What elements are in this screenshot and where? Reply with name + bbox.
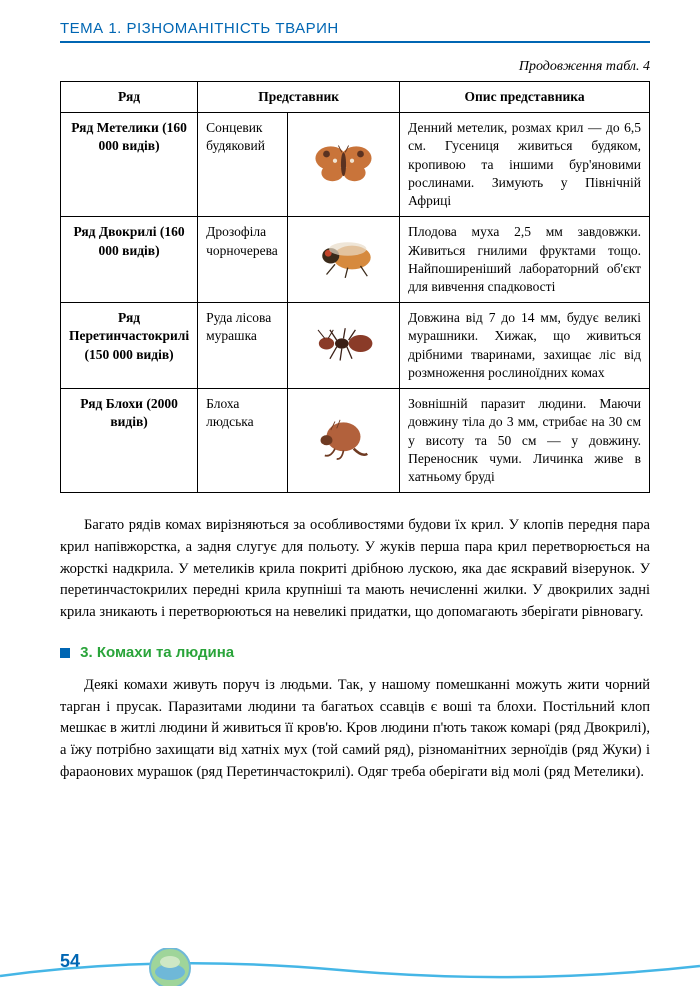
page-content: ТЕМА 1. РІЗНОМАНІТНІСТЬ ТВАРИН Продовжен… [0, 0, 700, 834]
flea-icon [301, 411, 386, 466]
th-rep: Представник [198, 82, 400, 113]
cell-order: Ряд Метелики (160 000 видів) [61, 113, 198, 217]
cell-order: Ряд Перетинчастокрилі (150 000 видів) [61, 303, 198, 389]
page-header-title: ТЕМА 1. РІЗНОМАНІТНІСТЬ ТВАРИН [60, 20, 650, 41]
cell-order: Ряд Двокрилі (160 000 видів) [61, 217, 198, 303]
section-bullet-icon [60, 648, 70, 658]
butterfly-icon [301, 135, 386, 190]
table-caption: Продовження табл. 4 [60, 59, 650, 75]
cell-order: Ряд Блохи (2000 видів) [61, 389, 198, 493]
ant-icon [301, 316, 386, 371]
cell-desc: Зовнішній паразит людини. Маючи довжину … [400, 389, 650, 493]
th-desc: Опис представника [400, 82, 650, 113]
cell-rep: Дрозофіла чорночерева [198, 217, 288, 303]
table-row: Ряд Двокрилі (160 000 видів) Дрозофіла ч… [61, 217, 650, 303]
table-row: Ряд Перетинчастокрилі (150 000 видів) Ру… [61, 303, 650, 389]
cell-image [288, 389, 400, 493]
table-row: Ряд Метелики (160 000 видів) Сонцевик бу… [61, 113, 650, 217]
fly-icon [301, 230, 386, 285]
insects-table: Ряд Представник Опис представника Ряд Ме… [60, 81, 650, 493]
cell-desc: Довжина від 7 до 14 мм, будує великі мур… [400, 303, 650, 389]
section-title-text: Комахи та людина [97, 644, 234, 661]
paragraph-2: Деякі комахи живуть поруч із людьми. Так… [60, 675, 650, 784]
header-rule [60, 41, 650, 43]
th-order: Ряд [61, 82, 198, 113]
cell-image [288, 217, 400, 303]
cell-rep: Сонцевик будяковий [198, 113, 288, 217]
section-heading: 3. Комахи та людина [60, 644, 650, 661]
cell-image [288, 113, 400, 217]
cell-rep: Блоха людська [198, 389, 288, 493]
cell-image [288, 303, 400, 389]
cell-desc: Плодова муха 2,5 мм завдовжки. Живиться … [400, 217, 650, 303]
section-number: 3. [80, 644, 93, 661]
table-row: Ряд Блохи (2000 видів) Блоха людська Зов… [61, 389, 650, 493]
cell-rep: Руда лісова мурашка [198, 303, 288, 389]
paragraph-1: Багато рядів комах вирізняються за особл… [60, 515, 650, 624]
cell-desc: Денний метелик, розмах крил — до 6,5 см.… [400, 113, 650, 217]
footer-decoration [0, 948, 700, 986]
